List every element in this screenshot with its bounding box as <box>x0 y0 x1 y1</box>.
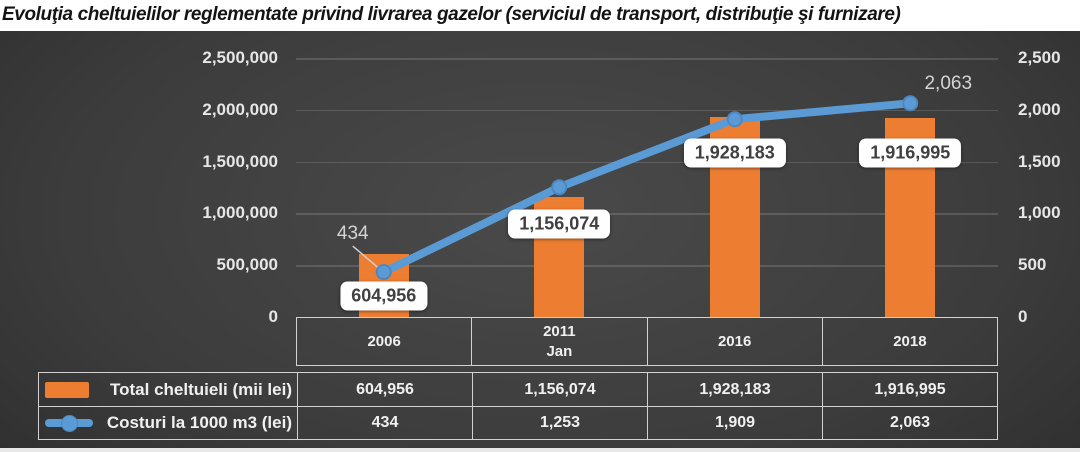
right-axis-tick: 500 <box>1018 255 1047 275</box>
year-header-cell: 2016 <box>646 318 822 365</box>
line-swatch-marker <box>61 415 78 432</box>
line-series-swatch <box>45 415 93 432</box>
category-axis-row: 2006 2011 Jan 2016 2018 <box>296 317 998 366</box>
legend-label: Costuri la 1000 m3 (lei) <box>106 413 292 432</box>
table-value-cell: 1,156,074 <box>472 373 647 406</box>
line-data-label: 2,063 <box>924 73 973 94</box>
table-value-cell: 1,916,995 <box>822 373 997 406</box>
bottom-edge-strip <box>0 448 1080 452</box>
bar-data-label: 1,928,183 <box>683 138 786 168</box>
legend-cell: Costuri la 1000 m3 (lei) <box>39 406 297 439</box>
table-value-cell: 1,909 <box>647 406 822 439</box>
bar-data-label: 1,156,074 <box>508 209 611 239</box>
bar-data-label: 1,916,995 <box>859 138 962 168</box>
gridline <box>296 109 998 112</box>
table-value-cell: 604,956 <box>297 373 472 406</box>
left-axis-tick: 0 <box>268 307 278 326</box>
left-axis-tick: 1,000,000 <box>202 203 278 223</box>
year-header-cell: 2011 Jan <box>471 318 646 365</box>
left-axis-tick: 1,500,000 <box>202 151 278 171</box>
table-value-cell: 434 <box>297 406 472 439</box>
table-value-cell: 1,928,183 <box>647 373 822 406</box>
right-axis-tick: 2,000 <box>1018 99 1061 119</box>
line-data-label: 434 <box>336 223 369 244</box>
table-value-cell: 2,063 <box>822 406 997 439</box>
page-title: Evoluţia cheltuielilor reglementate priv… <box>0 0 1080 31</box>
left-axis-tick: 2,000,000 <box>202 99 278 119</box>
legend-cell: Total cheltuieli (mii lei) <box>39 373 297 406</box>
year-header-cell: 2018 <box>821 318 997 365</box>
table-value-cell: 1,253 <box>472 406 647 439</box>
bar-data-label: 604,956 <box>340 281 428 311</box>
left-axis-tick: 500,000 <box>216 255 278 275</box>
legend-label: Total cheltuieli (mii lei) <box>110 379 292 399</box>
chart-data-table: Total cheltuieli (mii lei) 604,956 1,156,0… <box>38 372 998 440</box>
left-axis-tick: 2,500,000 <box>202 48 278 67</box>
right-axis-tick: 0 <box>1018 307 1028 326</box>
gridline <box>296 58 998 60</box>
right-axis-tick: 2,500 <box>1018 48 1061 67</box>
bar-series-swatch <box>45 381 89 398</box>
right-axis-tick: 1,000 <box>1018 203 1061 223</box>
right-axis-tick: 1,500 <box>1018 151 1061 171</box>
year-header-cell: 2006 <box>367 332 401 350</box>
